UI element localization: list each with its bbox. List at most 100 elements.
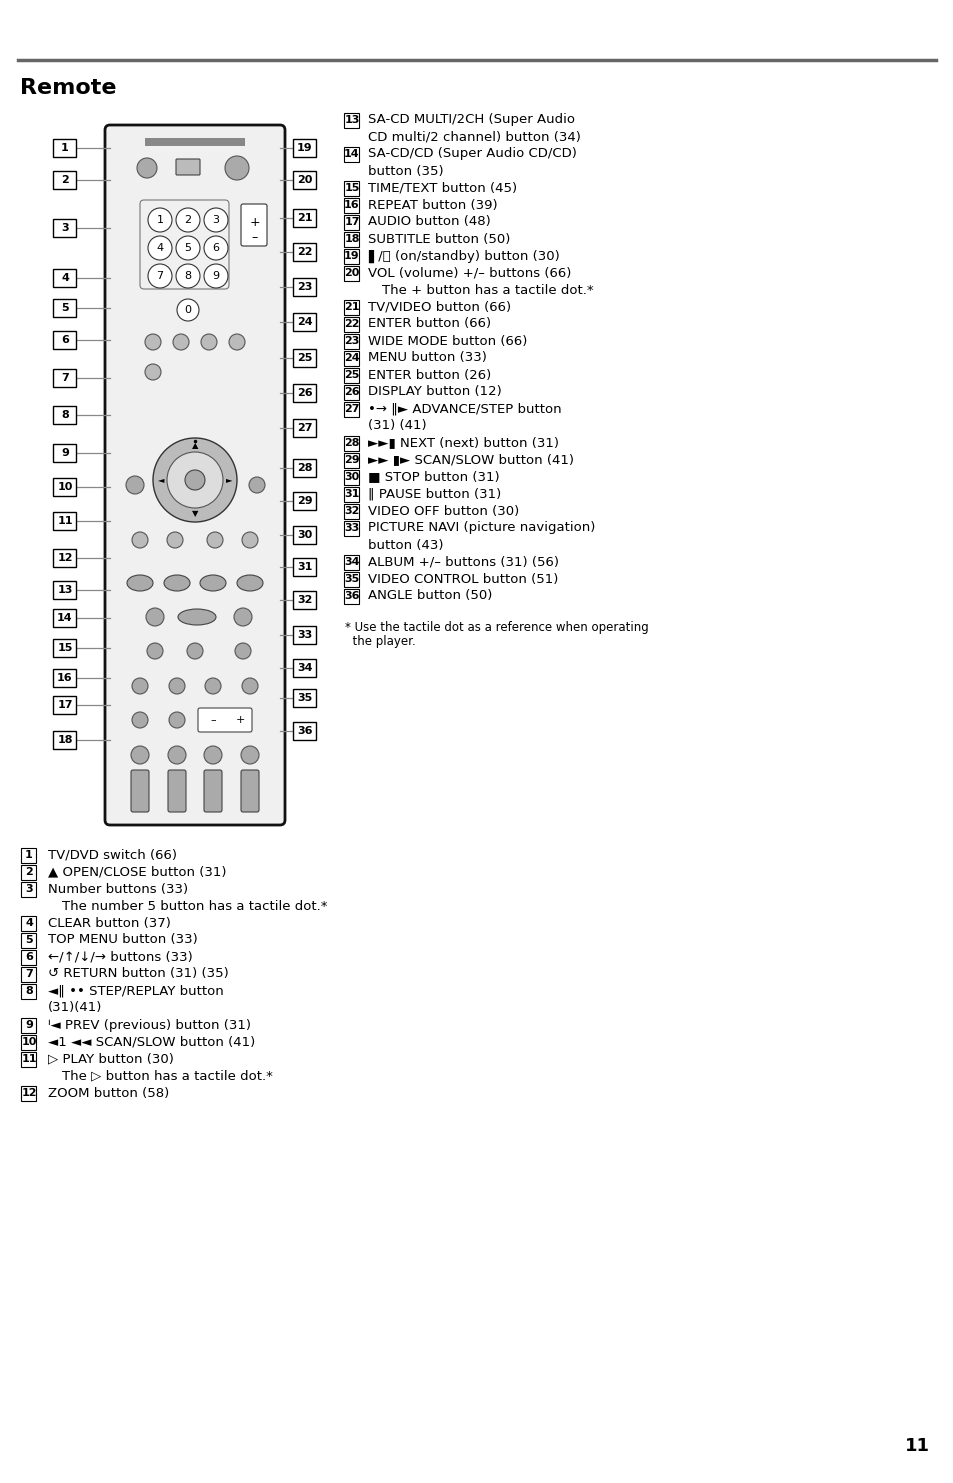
Text: TIME/TEXT button (45): TIME/TEXT button (45): [368, 181, 517, 194]
FancyBboxPatch shape: [294, 526, 316, 544]
Text: button (43): button (43): [368, 538, 443, 552]
Text: button (35): button (35): [368, 165, 443, 178]
Text: 6: 6: [61, 335, 69, 346]
FancyBboxPatch shape: [22, 1017, 36, 1032]
FancyBboxPatch shape: [344, 215, 359, 230]
Circle shape: [148, 236, 172, 260]
Text: 26: 26: [297, 389, 313, 397]
Text: 30: 30: [344, 472, 359, 482]
Text: 34: 34: [344, 558, 359, 567]
FancyBboxPatch shape: [344, 350, 359, 365]
Text: SUBTITLE button (50): SUBTITLE button (50): [368, 233, 510, 246]
Text: AUDIO button (48): AUDIO button (48): [368, 215, 490, 228]
FancyBboxPatch shape: [53, 139, 76, 157]
FancyBboxPatch shape: [294, 626, 316, 644]
Text: 9: 9: [213, 271, 219, 280]
FancyBboxPatch shape: [22, 865, 36, 879]
Text: 29: 29: [344, 455, 359, 466]
Text: TV/DVD switch (66): TV/DVD switch (66): [48, 848, 177, 862]
Text: 13: 13: [344, 116, 359, 125]
Text: WIDE MODE button (66): WIDE MODE button (66): [368, 335, 527, 347]
FancyBboxPatch shape: [344, 486, 359, 501]
Circle shape: [187, 644, 203, 658]
Text: ↺ RETURN button (31) (35): ↺ RETURN button (31) (35): [48, 967, 229, 980]
Circle shape: [207, 532, 223, 549]
Text: 19: 19: [344, 251, 359, 261]
Text: 5: 5: [184, 243, 192, 254]
Text: 20: 20: [297, 175, 313, 185]
Circle shape: [169, 712, 185, 728]
FancyBboxPatch shape: [53, 369, 76, 387]
Text: 10: 10: [21, 1037, 36, 1047]
Text: 6: 6: [25, 952, 33, 962]
Text: REPEAT button (39): REPEAT button (39): [368, 199, 497, 212]
Text: CLEAR button (37): CLEAR button (37): [48, 916, 171, 930]
Text: 8: 8: [61, 409, 69, 420]
Text: 28: 28: [344, 437, 359, 448]
Text: 22: 22: [297, 248, 313, 257]
Text: 25: 25: [344, 369, 359, 380]
FancyBboxPatch shape: [344, 334, 359, 349]
FancyBboxPatch shape: [294, 349, 316, 366]
Text: Remote: Remote: [20, 79, 116, 98]
Text: 28: 28: [297, 463, 313, 473]
FancyBboxPatch shape: [22, 1035, 36, 1050]
Text: ▲ OPEN/CLOSE button (31): ▲ OPEN/CLOSE button (31): [48, 866, 226, 878]
FancyBboxPatch shape: [344, 181, 359, 196]
Ellipse shape: [127, 575, 152, 592]
Text: * Use the tactile dot as a reference when operating: * Use the tactile dot as a reference whe…: [345, 621, 648, 635]
Text: 4: 4: [156, 243, 163, 254]
FancyBboxPatch shape: [22, 1086, 36, 1100]
FancyBboxPatch shape: [344, 504, 359, 519]
FancyBboxPatch shape: [22, 933, 36, 948]
FancyBboxPatch shape: [22, 915, 36, 930]
FancyBboxPatch shape: [53, 549, 76, 567]
Circle shape: [148, 208, 172, 231]
FancyBboxPatch shape: [344, 436, 359, 451]
Circle shape: [145, 363, 161, 380]
Text: 9: 9: [25, 1020, 33, 1031]
FancyBboxPatch shape: [168, 770, 186, 813]
FancyBboxPatch shape: [294, 558, 316, 575]
Text: 14: 14: [344, 148, 359, 159]
FancyBboxPatch shape: [53, 268, 76, 288]
FancyBboxPatch shape: [204, 770, 222, 813]
Text: 11: 11: [57, 516, 72, 526]
Text: ►►▮ NEXT (next) button (31): ►►▮ NEXT (next) button (31): [368, 436, 558, 449]
Circle shape: [241, 746, 258, 764]
Text: the player.: the player.: [345, 635, 416, 648]
Circle shape: [137, 159, 157, 178]
Text: 19: 19: [297, 142, 313, 153]
FancyBboxPatch shape: [344, 368, 359, 383]
Text: –: –: [210, 715, 215, 725]
FancyBboxPatch shape: [294, 243, 316, 261]
Text: The ▷ button has a tactile dot.*: The ▷ button has a tactile dot.*: [62, 1069, 273, 1083]
Text: 34: 34: [297, 663, 313, 673]
Text: 15: 15: [57, 644, 72, 653]
Text: 23: 23: [297, 282, 313, 292]
Text: 1: 1: [61, 142, 69, 153]
FancyBboxPatch shape: [22, 983, 36, 998]
Text: (31) (41): (31) (41): [368, 420, 426, 433]
Text: ►► ▮► SCAN/SLOW button (41): ►► ▮► SCAN/SLOW button (41): [368, 454, 574, 467]
Text: MENU button (33): MENU button (33): [368, 351, 486, 365]
Text: ‖ PAUSE button (31): ‖ PAUSE button (31): [368, 488, 500, 500]
Text: 12: 12: [57, 553, 72, 564]
Text: ALBUM +/– buttons (31) (56): ALBUM +/– buttons (31) (56): [368, 556, 558, 568]
Text: 13: 13: [57, 584, 72, 595]
Text: 10: 10: [57, 482, 72, 492]
Circle shape: [204, 746, 222, 764]
FancyBboxPatch shape: [53, 443, 76, 463]
Text: TV/VIDEO button (66): TV/VIDEO button (66): [368, 301, 511, 313]
Circle shape: [205, 678, 221, 694]
Text: VOL (volume) +/– buttons (66): VOL (volume) +/– buttons (66): [368, 267, 571, 279]
FancyBboxPatch shape: [294, 420, 316, 437]
Circle shape: [242, 532, 257, 549]
FancyBboxPatch shape: [344, 249, 359, 264]
Circle shape: [167, 532, 183, 549]
Text: 6: 6: [213, 243, 219, 254]
Circle shape: [185, 470, 205, 489]
Text: 25: 25: [297, 353, 313, 363]
Text: 3: 3: [25, 884, 32, 894]
Text: 8: 8: [184, 271, 192, 280]
